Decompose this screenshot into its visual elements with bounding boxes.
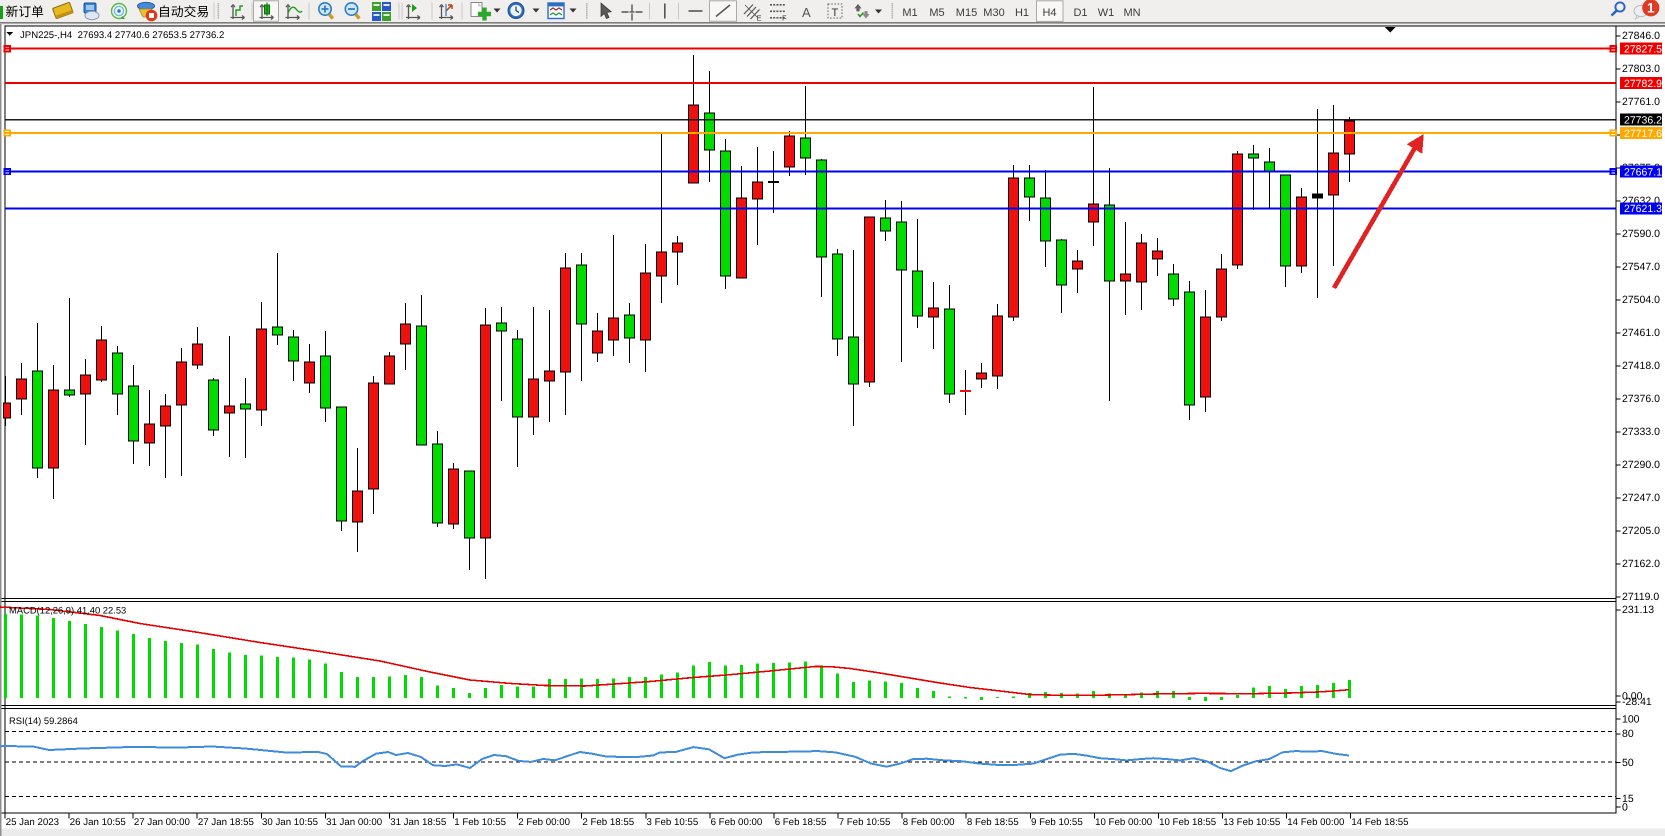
svg-text:0.00: 0.00: [1622, 690, 1643, 702]
svg-text:27119.0: 27119.0: [1622, 591, 1659, 603]
svg-text:6 Feb 18:55: 6 Feb 18:55: [775, 817, 827, 828]
svg-text:10 Feb 18:55: 10 Feb 18:55: [1159, 817, 1216, 828]
svg-text:27621.3: 27621.3: [1624, 203, 1662, 215]
svg-text:27667.1: 27667.1: [1624, 167, 1662, 179]
svg-text:14 Feb 00:00: 14 Feb 00:00: [1287, 817, 1345, 828]
svg-text:M5: M5: [929, 7, 944, 19]
svg-text:27547.0: 27547.0: [1622, 261, 1660, 273]
svg-text:30 Jan 10:55: 30 Jan 10:55: [262, 817, 318, 828]
svg-text:27504.0: 27504.0: [1622, 294, 1660, 306]
svg-text:27 Jan 00:00: 27 Jan 00:00: [134, 817, 191, 828]
svg-text:27290.0: 27290.0: [1622, 459, 1660, 471]
svg-text:31 Jan 00:00: 31 Jan 00:00: [326, 817, 383, 828]
svg-text:27782.9: 27782.9: [1624, 78, 1662, 90]
svg-text:T: T: [832, 7, 839, 19]
svg-text:27461.0: 27461.0: [1622, 327, 1660, 339]
svg-text:1 Feb 10:55: 1 Feb 10:55: [454, 817, 506, 828]
svg-text:25 Jan 2023: 25 Jan 2023: [6, 817, 59, 828]
svg-text:27247.0: 27247.0: [1622, 492, 1660, 504]
svg-text:27418.0: 27418.0: [1622, 360, 1660, 372]
svg-text:26 Jan 10:55: 26 Jan 10:55: [70, 817, 126, 828]
svg-text:8 Feb 18:55: 8 Feb 18:55: [967, 817, 1019, 828]
svg-text:H1: H1: [1015, 7, 1029, 19]
svg-text:27376.0: 27376.0: [1622, 393, 1660, 405]
svg-text:27717.6: 27717.6: [1624, 128, 1662, 140]
svg-text:M1: M1: [902, 7, 917, 19]
svg-text:8 Feb 00:00: 8 Feb 00:00: [903, 817, 955, 828]
svg-text:27590.0: 27590.0: [1622, 228, 1660, 240]
svg-text:2 Feb 00:00: 2 Feb 00:00: [518, 817, 570, 828]
svg-text:M30: M30: [983, 7, 1004, 19]
svg-text:H4: H4: [1042, 7, 1056, 19]
svg-text:27846.0: 27846.0: [1622, 30, 1660, 42]
svg-text:27736.2: 27736.2: [1624, 115, 1662, 127]
svg-text:9 Feb 10:55: 9 Feb 10:55: [1031, 817, 1083, 828]
svg-text:27333.0: 27333.0: [1622, 426, 1660, 438]
svg-text:MN: MN: [1123, 7, 1140, 19]
svg-text:D1: D1: [1073, 7, 1087, 19]
svg-text:RSI(14) 59.2864: RSI(14) 59.2864: [9, 715, 78, 726]
svg-text:31 Jan 18:55: 31 Jan 18:55: [390, 817, 446, 828]
svg-text:14 Feb 18:55: 14 Feb 18:55: [1351, 817, 1408, 828]
svg-text:2 Feb 18:55: 2 Feb 18:55: [582, 817, 634, 828]
svg-text:27 Jan 18:55: 27 Jan 18:55: [198, 817, 254, 828]
svg-text:1: 1: [1647, 0, 1655, 15]
svg-text:MACD(12,26,9) 41.40 22.53: MACD(12,26,9) 41.40 22.53: [9, 605, 126, 616]
svg-text:27162.0: 27162.0: [1622, 558, 1660, 570]
svg-text:3 Feb 10:55: 3 Feb 10:55: [647, 817, 699, 828]
svg-text:F: F: [782, 14, 787, 23]
svg-text:13 Feb 10:55: 13 Feb 10:55: [1223, 817, 1280, 828]
svg-text:27803.0: 27803.0: [1622, 63, 1660, 75]
svg-text:0: 0: [1622, 801, 1628, 813]
svg-text:6 Feb 00:00: 6 Feb 00:00: [711, 817, 763, 828]
svg-text:-28.41: -28.41: [1622, 696, 1652, 708]
svg-text:231.13: 231.13: [1622, 604, 1654, 616]
svg-text:27205.0: 27205.0: [1622, 525, 1660, 537]
svg-text:50: 50: [1622, 757, 1634, 769]
svg-text:80: 80: [1622, 728, 1634, 740]
svg-text:W1: W1: [1098, 7, 1115, 19]
svg-text:E: E: [757, 14, 762, 23]
svg-text:27761.0: 27761.0: [1622, 96, 1660, 108]
svg-text:JPN225-,H4 27693.4 27740.6 27: JPN225-,H4 27693.4 27740.6 27653.5 27736…: [20, 30, 224, 41]
svg-text:7 Feb 10:55: 7 Feb 10:55: [839, 817, 891, 828]
svg-text:M15: M15: [956, 7, 977, 19]
svg-text:100: 100: [1622, 713, 1640, 725]
svg-text:A: A: [802, 5, 811, 20]
svg-text:15: 15: [1622, 793, 1634, 805]
svg-text:27827.5: 27827.5: [1624, 44, 1662, 56]
svg-text:10 Feb 00:00: 10 Feb 00:00: [1095, 817, 1153, 828]
